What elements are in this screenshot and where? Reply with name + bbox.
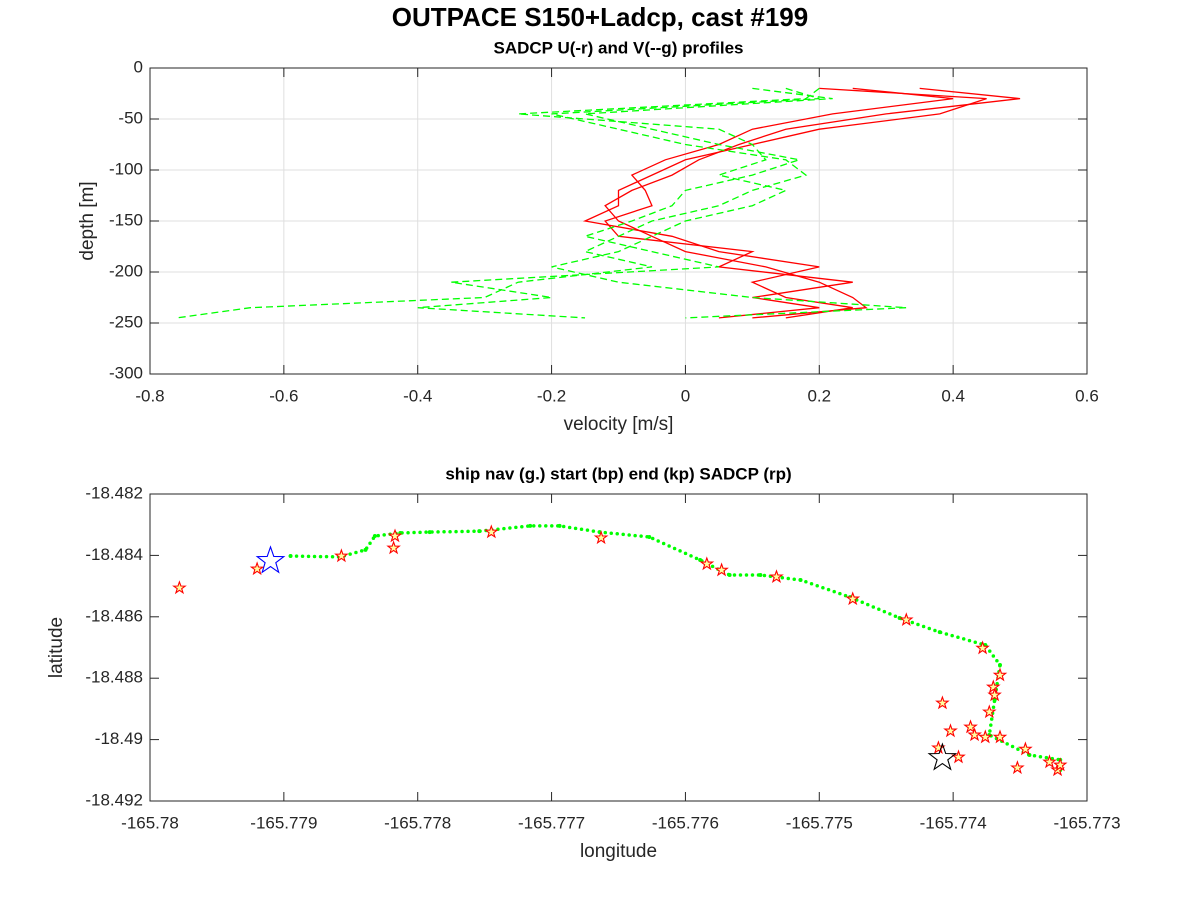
y-tick-label: -18.482 [85,483,143,502]
sadcp-point [1042,754,1057,769]
sadcp-point [249,561,265,576]
chart-title: SADCP U(-r) and V(--g) profiles [494,38,744,57]
profile-line [604,87,1021,319]
sadcp-point [172,580,187,595]
y-tick-label: -100 [109,159,143,178]
sadcp-point [1018,741,1033,756]
x-tick-label: 0.4 [941,386,965,405]
x-tick-label: -165.778 [384,813,451,832]
nav-point [288,554,293,559]
axes-box [149,67,1088,375]
sadcp-point [769,569,784,584]
x-tick-label: -0.6 [269,386,298,405]
sadcp-point [992,667,1008,682]
profile-line [603,87,954,319]
x-tick-label: 0.6 [1075,386,1099,405]
nav-point [727,573,732,578]
y-tick-label: -18.488 [85,668,143,687]
chart-title: ship nav (g.) start (bp) end (kp) SADCP … [445,464,791,483]
sadcp-point [978,729,993,744]
endpoint-star [927,742,958,771]
x-tick-label: 0 [681,386,690,405]
x-axis-label: longitude [580,841,657,862]
sadcp-point [699,556,715,571]
profile-line [582,87,987,319]
nav-point [363,547,368,552]
y-tick-label: -18.49 [95,729,143,748]
y-tick-label: -300 [109,363,143,382]
profile-line [176,87,820,319]
nav-point [427,530,432,535]
x-tick-label: -165.777 [518,813,585,832]
x-tick-label: -165.773 [1053,813,1120,832]
x-tick-label: -0.4 [403,386,432,405]
nav-point [897,616,902,621]
y-axis-label: latitude [46,617,67,678]
y-tick-label: -150 [109,210,143,229]
sadcp-point [943,723,958,738]
y-tick-label: 0 [134,57,143,76]
axes-box [149,493,1088,802]
x-tick-label: -165.776 [652,813,719,832]
sadcp-point [985,679,1001,694]
endpoint-star [255,545,286,574]
x-tick-label: -0.2 [537,386,566,405]
nav-point [372,534,377,539]
figure-title: OUTPACE S150+Ladcp, cast #199 [392,2,808,32]
nav-point [647,534,652,539]
x-tick-label: 0.2 [807,386,831,405]
nav-point [698,558,703,563]
sadcp-point [1010,760,1025,775]
sadcp-point [975,640,990,655]
sadcp-point [982,704,997,719]
nav-point [557,523,562,528]
nav-point [528,523,533,528]
sadcp-point [483,524,499,539]
x-tick-label: -165.775 [786,813,853,832]
y-tick-label: -50 [118,108,143,127]
sadcp-point [593,530,609,545]
y-tick-label: -18.492 [85,790,143,809]
sadcp-point [899,612,914,627]
sadcp-point [967,727,982,742]
sadcp-point [845,591,861,606]
sadcp-point [334,548,349,563]
y-axis-label: depth [m] [77,181,98,260]
profile-line [518,87,907,319]
nav-point [758,573,763,578]
sadcp-point [992,729,1008,744]
y-tick-label: -250 [109,312,143,331]
y-tick-label: -18.486 [85,606,143,625]
sadcp-point [963,719,978,734]
sadcp-point [714,562,729,577]
sadcp-point [987,687,1002,702]
sadcp-point [386,540,401,555]
x-tick-label: -0.8 [135,386,164,405]
sadcp-point [1052,757,1068,772]
x-tick-label: -165.779 [250,813,317,832]
nav-point [477,529,482,534]
nav-point [798,577,803,582]
nav-point [937,630,942,635]
nav-point [997,662,1002,667]
y-tick-label: -200 [109,261,143,280]
y-tick-label: -18.484 [85,545,143,564]
x-axis-label: velocity [m/s] [564,414,674,435]
x-tick-label: -165.78 [121,813,179,832]
x-tick-label: -165.774 [920,813,987,832]
nav-point [992,697,997,702]
profile-line [417,87,833,319]
sadcp-point [387,528,403,543]
sadcp-point [935,695,950,710]
plot-area [150,494,1087,801]
